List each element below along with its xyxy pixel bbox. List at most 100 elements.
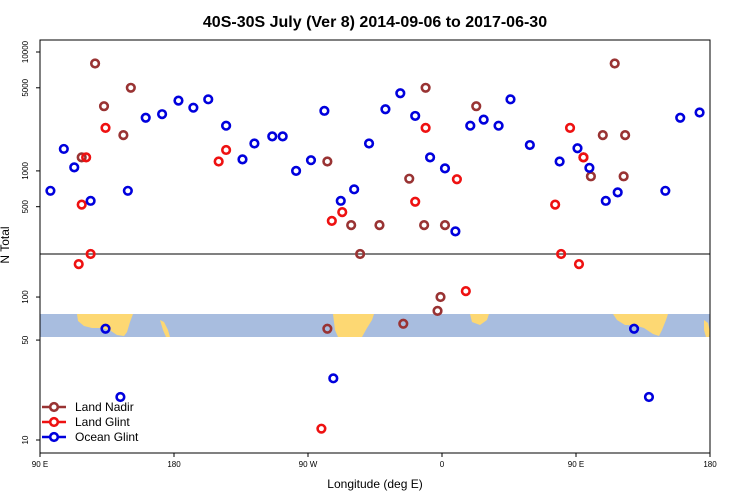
x-tick-label: 0 bbox=[440, 460, 445, 469]
point-land-nadir bbox=[585, 171, 596, 182]
point-land-nadir bbox=[609, 58, 620, 69]
x-tick-label: 90 E bbox=[32, 460, 48, 469]
point-ocean-glint bbox=[524, 139, 535, 151]
point-land-nadir bbox=[420, 82, 431, 93]
point-ocean-glint bbox=[58, 143, 69, 155]
point-ocean-glint bbox=[305, 155, 317, 166]
landmass-nz-left bbox=[160, 320, 170, 337]
point-ocean-glint bbox=[173, 95, 184, 106]
point-ocean-glint bbox=[380, 104, 391, 115]
x-axis: 90 E 180 90 W 0 90 E 180 bbox=[32, 453, 717, 469]
point-ocean-glint bbox=[122, 185, 133, 196]
point-ocean-glint bbox=[600, 195, 611, 206]
point-land-glint bbox=[578, 152, 589, 163]
point-ocean-glint bbox=[572, 143, 583, 154]
point-ocean-glint bbox=[410, 110, 421, 122]
point-land-nadir bbox=[322, 156, 333, 167]
plot-frame bbox=[39, 39, 711, 454]
legend-marker-ocean-glint bbox=[48, 431, 60, 443]
y-tick-label: 10 bbox=[21, 435, 30, 444]
point-ocean-glint bbox=[85, 195, 96, 206]
point-ocean-glint bbox=[612, 187, 623, 198]
point-ocean-glint bbox=[424, 152, 436, 163]
point-land-glint bbox=[337, 207, 348, 218]
point-land-glint bbox=[410, 196, 421, 207]
point-land-nadir bbox=[435, 291, 446, 303]
point-ocean-glint bbox=[349, 184, 360, 195]
landmass-africa bbox=[470, 314, 489, 325]
point-ocean-glint bbox=[115, 391, 126, 403]
y-tick-label: 100 bbox=[21, 290, 30, 304]
point-ocean-glint bbox=[188, 102, 199, 113]
point-ocean-glint bbox=[478, 114, 489, 125]
point-land-nadir bbox=[398, 318, 409, 329]
point-ocean-glint bbox=[249, 138, 260, 149]
x-tick-label: 90 W bbox=[299, 460, 318, 469]
point-land-glint bbox=[326, 215, 337, 226]
legend-marker-land-glint bbox=[48, 416, 60, 428]
point-land-nadir bbox=[432, 305, 443, 316]
point-land-glint bbox=[316, 423, 327, 434]
point-ocean-glint bbox=[363, 138, 375, 149]
point-ocean-glint bbox=[465, 120, 476, 131]
point-ocean-glint bbox=[554, 156, 565, 167]
point-land-nadir bbox=[125, 82, 136, 93]
point-land-glint bbox=[213, 156, 224, 167]
y-tick-label: 1000 bbox=[21, 161, 30, 179]
point-ocean-glint bbox=[203, 94, 214, 105]
landmass-south-america bbox=[333, 314, 374, 337]
y-axis-label: N Total bbox=[0, 226, 12, 263]
point-land-glint bbox=[556, 248, 567, 260]
point-land-nadir bbox=[89, 58, 101, 69]
point-land-nadir bbox=[118, 130, 129, 141]
point-land-nadir bbox=[471, 101, 482, 112]
point-land-glint bbox=[85, 248, 96, 260]
legend-label-land-glint: Land Glint bbox=[75, 415, 130, 429]
point-land-nadir bbox=[374, 220, 385, 231]
point-land-nadir bbox=[439, 220, 451, 231]
legend-marker-land-nadir bbox=[48, 401, 60, 413]
point-ocean-glint bbox=[335, 195, 346, 206]
x-axis-label: Longitude (deg E) bbox=[327, 477, 422, 491]
point-ocean-glint bbox=[319, 105, 330, 116]
point-ocean-glint bbox=[267, 131, 278, 142]
data-points bbox=[45, 58, 705, 434]
point-ocean-glint bbox=[140, 112, 151, 123]
point-land-glint bbox=[460, 286, 471, 297]
point-ocean-glint bbox=[643, 391, 655, 403]
point-land-glint bbox=[420, 122, 431, 133]
x-tick-label: 180 bbox=[703, 460, 717, 469]
point-land-glint bbox=[81, 152, 92, 163]
legend-label-land-nadir: Land Nadir bbox=[75, 400, 134, 414]
point-ocean-glint bbox=[100, 323, 111, 334]
point-ocean-glint bbox=[505, 94, 516, 105]
point-ocean-glint bbox=[69, 162, 80, 173]
point-land-glint bbox=[564, 122, 576, 133]
point-ocean-glint bbox=[628, 323, 640, 334]
point-ocean-glint bbox=[694, 107, 705, 118]
point-land-glint bbox=[73, 258, 84, 270]
point-land-nadir bbox=[76, 152, 87, 163]
point-land-nadir bbox=[597, 130, 608, 141]
point-ocean-glint bbox=[660, 185, 671, 196]
point-land-glint bbox=[100, 122, 111, 133]
y-tick-label: 50 bbox=[21, 335, 30, 344]
y-axis: 10 50 100 500 1000 5000 10000 bbox=[21, 40, 40, 444]
point-land-glint bbox=[76, 199, 87, 210]
point-land-nadir bbox=[346, 220, 357, 231]
point-ocean-glint bbox=[156, 109, 168, 120]
y-tick-label: 500 bbox=[21, 199, 30, 213]
point-ocean-glint bbox=[493, 120, 504, 131]
point-ocean-glint bbox=[395, 88, 406, 99]
landmass-nz-right bbox=[704, 320, 710, 337]
point-land-nadir bbox=[98, 101, 110, 112]
point-land-glint bbox=[221, 144, 232, 156]
point-land-nadir bbox=[355, 248, 366, 260]
point-ocean-glint bbox=[675, 112, 686, 123]
point-land-glint bbox=[550, 199, 561, 210]
legend-label-ocean-glint: Ocean Glint bbox=[75, 430, 139, 444]
x-tick-label: 180 bbox=[167, 460, 181, 469]
point-land-glint bbox=[451, 174, 462, 185]
